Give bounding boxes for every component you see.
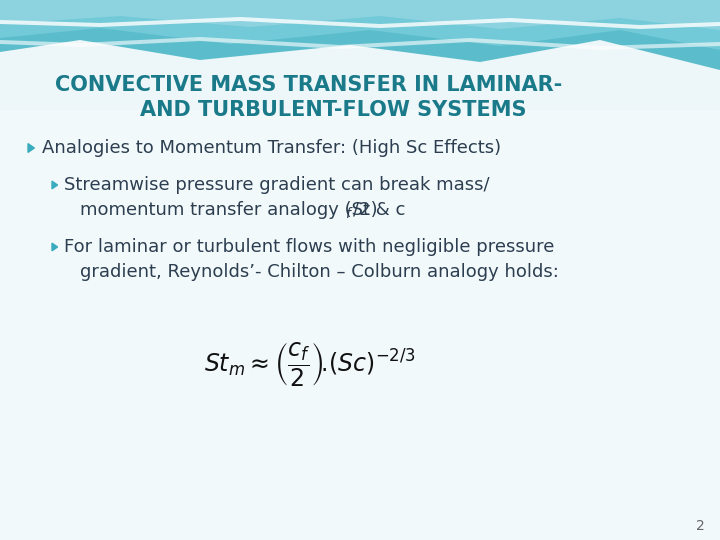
Text: momentum transfer analogy (St & c: momentum transfer analogy (St & c — [80, 201, 405, 219]
Text: For laminar or turbulent flows with negligible pressure: For laminar or turbulent flows with negl… — [64, 238, 554, 256]
Polygon shape — [0, 0, 720, 70]
Text: CONVECTIVE MASS TRANSFER IN LAMINAR-: CONVECTIVE MASS TRANSFER IN LAMINAR- — [55, 75, 562, 95]
Text: gradient, Reynolds’- Chilton – Colburn analogy holds:: gradient, Reynolds’- Chilton – Colburn a… — [80, 263, 559, 281]
Polygon shape — [0, 17, 720, 29]
Polygon shape — [52, 181, 58, 189]
Polygon shape — [52, 243, 58, 251]
Text: Streamwise pressure gradient can break mass/: Streamwise pressure gradient can break m… — [64, 176, 490, 194]
Text: Analogies to Momentum Transfer: (High Sc Effects): Analogies to Momentum Transfer: (High Sc… — [42, 139, 501, 157]
Polygon shape — [0, 37, 720, 50]
Text: 2: 2 — [696, 519, 704, 533]
Text: $St_m \approx \left(\dfrac{c_f}{2}\right)\!.\!(Sc)^{-2/3}$: $St_m \approx \left(\dfrac{c_f}{2}\right… — [204, 341, 416, 389]
Bar — [0, 110, 720, 540]
Polygon shape — [28, 144, 35, 152]
Text: /2): /2) — [353, 201, 377, 219]
Text: f: f — [345, 207, 350, 221]
Polygon shape — [0, 0, 720, 50]
Polygon shape — [0, 0, 720, 30]
Text: AND TURBULENT-FLOW SYSTEMS: AND TURBULENT-FLOW SYSTEMS — [140, 100, 526, 120]
